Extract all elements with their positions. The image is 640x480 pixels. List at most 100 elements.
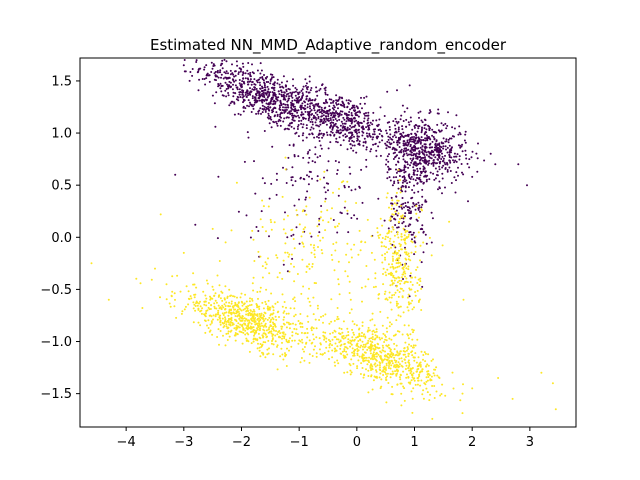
data-point-series-1 [235,320,238,323]
data-point-series-0 [188,79,191,82]
data-point-series-0 [394,218,397,221]
data-point-series-0 [413,184,415,187]
data-point-series-0 [228,84,231,87]
data-point-series-0 [389,146,391,149]
data-point-series-0 [274,93,277,96]
data-point-series-1 [205,304,208,307]
data-point-series-0 [395,195,398,198]
data-point-series-0 [248,80,251,83]
data-point-series-0 [309,102,312,105]
data-point-series-0 [241,96,244,99]
data-point-series-1 [282,358,285,361]
data-point-series-0 [221,59,224,62]
data-point-series-0 [306,152,309,155]
data-point-series-0 [233,101,236,104]
data-point-series-0 [419,138,421,141]
data-point-series-1 [387,248,390,250]
data-point-series-1 [238,312,241,315]
data-point-series-0 [350,217,353,219]
data-point-series-1 [268,272,271,275]
data-point-series-1 [235,312,238,315]
data-point-series-1 [330,320,333,323]
data-point-series-1 [401,273,404,276]
data-point-series-0 [293,127,296,130]
data-point-series-0 [475,152,478,155]
data-point-series-1 [370,363,373,366]
data-point-series-1 [263,315,265,318]
data-point-series-1 [250,330,253,333]
data-point-series-0 [265,77,268,80]
data-point-series-0 [305,124,308,127]
data-point-series-0 [269,106,272,109]
data-point-series-0 [399,150,402,153]
data-point-series-1 [406,373,408,376]
data-point-series-1 [226,339,229,341]
data-point-series-0 [373,130,376,133]
data-point-series-1 [269,218,272,221]
data-point-series-1 [262,336,264,339]
data-point-series-0 [324,120,327,123]
data-point-series-0 [325,115,327,118]
data-point-series-0 [242,65,245,68]
data-point-series-0 [436,123,439,126]
data-point-series-1 [270,318,273,321]
data-point-series-1 [288,253,291,256]
data-point-series-0 [422,170,425,173]
data-point-series-0 [314,111,317,114]
data-point-series-0 [451,146,453,149]
data-point-series-0 [447,138,450,141]
data-point-series-0 [330,130,333,133]
data-point-series-1 [391,393,394,396]
data-point-series-1 [295,328,298,331]
data-point-series-0 [340,96,343,99]
data-point-series-0 [246,104,249,107]
data-point-series-0 [292,114,295,117]
data-point-series-0 [220,73,223,76]
data-point-series-0 [259,72,262,75]
data-point-series-1 [331,338,334,341]
data-point-series-1 [275,254,278,257]
data-point-series-0 [438,187,441,190]
data-point-series-0 [307,100,310,102]
data-point-series-1 [416,282,419,284]
data-point-series-0 [276,99,279,102]
data-point-series-0 [379,106,382,109]
data-point-series-0 [327,189,329,192]
data-point-series-1 [401,360,404,363]
data-point-series-0 [267,81,270,83]
data-point-series-0 [343,184,346,187]
data-point-series-0 [388,141,391,144]
data-point-series-1 [418,373,421,376]
data-point-series-0 [416,130,419,133]
data-point-series-0 [428,112,431,115]
data-point-series-0 [409,145,412,148]
data-point-series-0 [406,133,409,136]
data-point-series-1 [201,307,204,310]
data-point-series-1 [233,327,236,330]
data-point-series-1 [284,242,287,245]
data-point-series-1 [274,302,277,305]
data-point-series-0 [413,163,416,166]
data-point-series-0 [350,126,353,129]
data-point-series-1 [394,291,397,294]
data-point-series-0 [246,69,249,72]
data-point-series-0 [337,99,340,102]
data-point-series-0 [461,171,463,174]
data-point-series-1 [245,318,248,321]
data-point-series-1 [258,319,261,322]
data-point-series-1 [393,359,396,362]
data-point-series-1 [262,341,265,344]
data-point-series-1 [346,275,349,278]
data-point-series-0 [273,99,276,102]
data-point-series-0 [471,175,474,178]
data-point-series-0 [448,144,451,147]
data-point-series-0 [409,211,412,214]
data-point-series-0 [404,186,407,189]
data-point-series-0 [279,101,282,104]
data-point-series-1 [422,358,424,361]
data-point-series-1 [459,399,462,402]
data-point-series-0 [449,161,452,164]
data-point-series-1 [212,314,215,317]
data-point-series-1 [333,361,336,364]
data-point-series-0 [446,124,449,127]
